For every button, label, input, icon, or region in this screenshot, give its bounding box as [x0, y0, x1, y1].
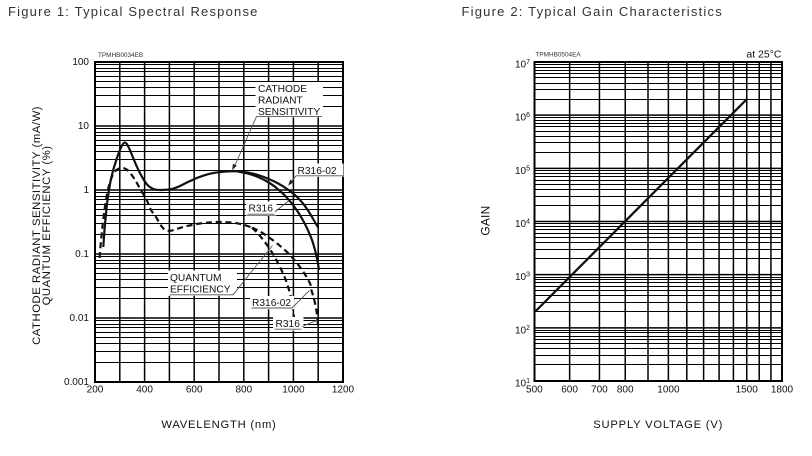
svg-text:WAVELENGTH (nm): WAVELENGTH (nm) — [161, 419, 276, 431]
svg-text:GAIN: GAIN — [479, 206, 493, 236]
svg-text:Figure 2: Typical Gain Charact: Figure 2: Typical Gain Characteristics — [462, 4, 723, 19]
svg-text:1800: 1800 — [771, 385, 794, 396]
svg-text:400: 400 — [136, 385, 153, 396]
svg-text:101: 101 — [515, 378, 530, 390]
svg-text:105: 105 — [515, 165, 530, 177]
svg-text:at 25°C: at 25°C — [746, 48, 782, 60]
svg-text:CATHODE: CATHODE — [258, 84, 307, 95]
svg-text:EFFICIENCY: EFFICIENCY — [170, 285, 231, 296]
svg-text:700: 700 — [591, 385, 608, 396]
svg-text:107: 107 — [515, 59, 530, 71]
svg-text:800: 800 — [235, 385, 252, 396]
svg-text:0.01: 0.01 — [70, 313, 90, 324]
svg-text:SUPPLY VOLTAGE (V): SUPPLY VOLTAGE (V) — [593, 419, 723, 431]
svg-text:1000: 1000 — [657, 385, 680, 396]
svg-text:600: 600 — [186, 385, 203, 396]
svg-text:QUANTUM: QUANTUM — [170, 273, 222, 284]
svg-text:1000: 1000 — [282, 385, 305, 396]
svg-text:500: 500 — [526, 385, 543, 396]
svg-text:Figure 1: Typical Spectral Res: Figure 1: Typical Spectral Response — [8, 4, 259, 19]
svg-text:0.001: 0.001 — [64, 377, 89, 388]
svg-text:CATHODE RADIANT SENSITIVITY (m: CATHODE RADIANT SENSITIVITY (mA/W) — [31, 106, 43, 345]
svg-text:10: 10 — [78, 121, 90, 132]
svg-text:0.1: 0.1 — [75, 249, 89, 260]
svg-text:600: 600 — [561, 385, 578, 396]
svg-text:102: 102 — [515, 325, 530, 337]
svg-text:1500: 1500 — [736, 385, 759, 396]
svg-text:200: 200 — [87, 385, 104, 396]
svg-text:QUANTUM EFFICIENCY (%): QUANTUM EFFICIENCY (%) — [41, 145, 53, 305]
svg-text:1: 1 — [83, 185, 89, 196]
svg-text:800: 800 — [617, 385, 634, 396]
svg-text:R316: R316 — [249, 204, 274, 215]
svg-text:R316-02: R316-02 — [252, 298, 291, 309]
svg-text:100: 100 — [72, 57, 89, 68]
svg-text:106: 106 — [515, 112, 530, 124]
svg-text:104: 104 — [515, 219, 530, 231]
svg-text:SENSITIVITY: SENSITIVITY — [258, 107, 320, 118]
svg-text:TPMHB0034EB: TPMHB0034EB — [98, 52, 143, 59]
svg-text:RADIANT: RADIANT — [258, 95, 303, 106]
svg-text:R316-02: R316-02 — [298, 166, 337, 177]
svg-text:R316: R316 — [276, 319, 301, 330]
svg-text:103: 103 — [515, 272, 530, 284]
svg-text:TPMHB0504EA: TPMHB0504EA — [536, 52, 582, 59]
svg-text:1200: 1200 — [332, 385, 355, 396]
